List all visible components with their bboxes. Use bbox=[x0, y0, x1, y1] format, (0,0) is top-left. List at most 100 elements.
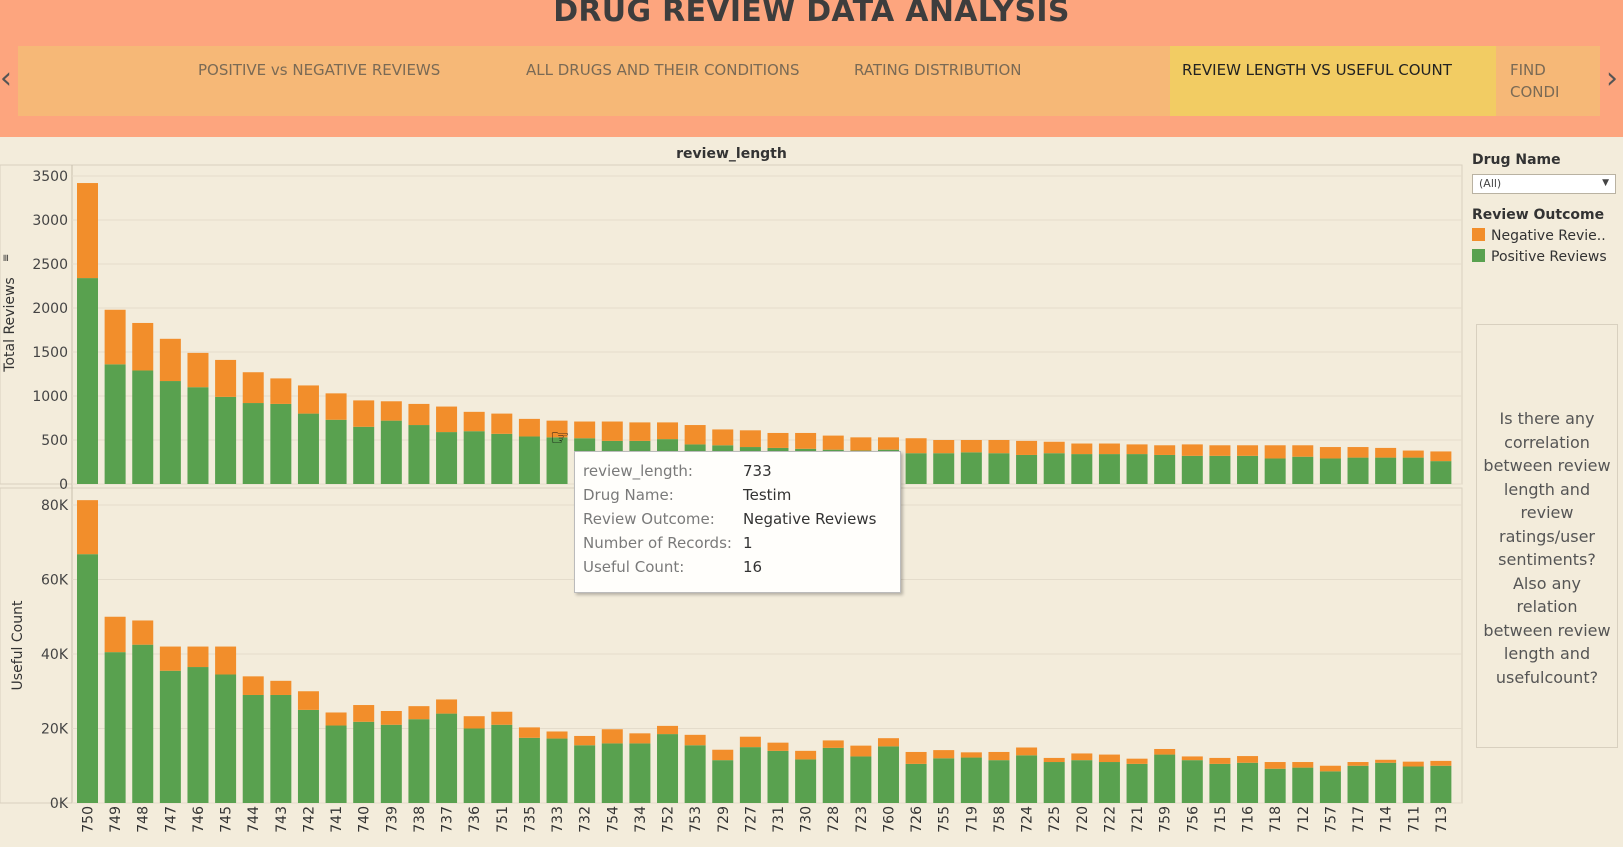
bar-positive bbox=[960, 757, 982, 803]
bar-positive bbox=[491, 724, 513, 803]
bar-negative bbox=[1209, 757, 1231, 764]
tab-find-conditions[interactable]: FIND CONDI bbox=[1498, 46, 1600, 116]
bar-negative bbox=[1347, 762, 1369, 766]
legend-item-negative[interactable]: Negative Revie.. bbox=[1472, 228, 1606, 244]
bar-positive bbox=[297, 413, 319, 484]
x-tick-label: 736 bbox=[467, 806, 483, 833]
bar-negative bbox=[1264, 445, 1286, 459]
bar-negative bbox=[187, 646, 209, 668]
tooltip-key: review_length: bbox=[583, 462, 693, 480]
bar-positive bbox=[1016, 755, 1038, 803]
x-tick-label: 739 bbox=[384, 806, 400, 833]
bar-negative bbox=[877, 437, 899, 450]
bar-positive bbox=[1237, 762, 1259, 803]
bar-negative bbox=[242, 676, 264, 695]
legend-title: Review Outcome bbox=[1472, 207, 1605, 223]
bar-negative bbox=[104, 309, 126, 365]
bar-negative bbox=[1043, 441, 1065, 454]
bar-positive bbox=[1181, 455, 1203, 484]
bar-negative bbox=[491, 413, 513, 434]
bar-negative bbox=[822, 740, 844, 748]
x-tick-label: 728 bbox=[826, 806, 842, 833]
bar-positive bbox=[242, 694, 264, 803]
bar-negative bbox=[408, 706, 430, 720]
chevron-right-icon[interactable]: › bbox=[1606, 61, 1618, 96]
bar-negative bbox=[1071, 753, 1093, 761]
bar-positive bbox=[546, 738, 568, 803]
bar-positive bbox=[1402, 457, 1424, 484]
bar-negative bbox=[657, 422, 679, 440]
x-tick-label: 727 bbox=[743, 806, 759, 833]
x-tick-label: 712 bbox=[1296, 806, 1312, 833]
bar-negative bbox=[988, 440, 1010, 454]
bar-negative bbox=[739, 736, 761, 748]
bar-negative bbox=[1430, 760, 1452, 766]
bar-positive bbox=[795, 759, 817, 803]
legend-label-negative: Negative Revie.. bbox=[1491, 228, 1606, 244]
x-tick-label: 743 bbox=[274, 806, 290, 833]
bar-positive bbox=[1402, 766, 1424, 803]
x-tick-label: 737 bbox=[440, 806, 456, 833]
drug-name-value: (All) bbox=[1479, 177, 1502, 190]
bar-positive bbox=[1375, 457, 1397, 484]
bar-positive bbox=[822, 747, 844, 803]
analysis-note-box: Is there any correlation between review … bbox=[1476, 324, 1618, 748]
bar-positive bbox=[215, 674, 237, 803]
bar-negative bbox=[1292, 445, 1314, 457]
bar-positive bbox=[1209, 455, 1231, 484]
bar-negative bbox=[629, 733, 651, 744]
x-tick-label: 755 bbox=[937, 806, 953, 833]
bar-negative bbox=[601, 421, 623, 441]
x-tick-label: 759 bbox=[1158, 806, 1174, 833]
bar-positive bbox=[1098, 762, 1120, 803]
bar-positive bbox=[353, 721, 375, 803]
tab-blank[interactable] bbox=[18, 46, 184, 116]
drug-name-dropdown[interactable]: (All) ▼ bbox=[1472, 174, 1616, 194]
bar-positive bbox=[1154, 754, 1176, 803]
x-tick-label: 732 bbox=[578, 806, 594, 833]
analysis-note-text: Is there any correlation between review … bbox=[1483, 409, 1611, 687]
x-tick-label: 714 bbox=[1379, 806, 1395, 833]
hand-pointer-icon: ☞ bbox=[550, 426, 570, 451]
legend-item-positive[interactable]: Positive Reviews bbox=[1472, 249, 1607, 265]
x-tick-label: 735 bbox=[522, 806, 538, 833]
bar-negative bbox=[104, 616, 126, 653]
bar-negative bbox=[905, 438, 927, 454]
bar-positive bbox=[905, 453, 927, 484]
bar-positive bbox=[325, 419, 347, 484]
tab-positive-vs-negative[interactable]: POSITIVE vs NEGATIVE REVIEWS bbox=[186, 46, 512, 116]
tooltip: review_length: 733 Drug Name: Testim Rev… bbox=[574, 451, 901, 593]
bar-negative bbox=[215, 359, 237, 397]
tab-rating-distribution[interactable]: RATING DISTRIBUTION bbox=[842, 46, 1168, 116]
bar-positive bbox=[1016, 454, 1038, 484]
tab-review-length-vs-useful-count[interactable]: REVIEW LENGTH VS USEFUL COUNT bbox=[1170, 46, 1496, 116]
tooltip-value: 16 bbox=[743, 558, 763, 576]
bar-positive bbox=[463, 431, 485, 484]
bar-negative bbox=[1043, 757, 1065, 763]
bar-negative bbox=[325, 712, 347, 726]
y-tick-label: 60K bbox=[41, 573, 69, 589]
x-tick-label: 715 bbox=[1213, 806, 1229, 833]
bar-negative bbox=[380, 401, 402, 421]
x-tick-label: 749 bbox=[108, 806, 124, 833]
chevron-left-icon[interactable]: ‹ bbox=[0, 61, 12, 96]
bar-negative bbox=[574, 421, 596, 439]
x-tick-label: 747 bbox=[163, 806, 179, 833]
x-tick-label: 750 bbox=[81, 806, 97, 833]
bar-negative bbox=[1126, 444, 1148, 455]
bar-negative bbox=[518, 418, 540, 437]
bar-negative bbox=[601, 729, 623, 744]
bar-positive bbox=[77, 554, 98, 803]
bar-negative bbox=[850, 745, 872, 757]
tooltip-key: Useful Count: bbox=[583, 558, 685, 576]
bar-positive bbox=[297, 709, 319, 803]
bar-negative bbox=[408, 403, 430, 426]
tooltip-value: Testim bbox=[743, 486, 792, 504]
bar-negative bbox=[1154, 748, 1176, 755]
tooltip-value: Negative Reviews bbox=[743, 510, 877, 528]
bar-negative bbox=[297, 691, 319, 710]
bar-positive bbox=[104, 652, 126, 803]
bar-positive bbox=[546, 437, 568, 484]
column-title: review_length bbox=[676, 146, 787, 162]
tab-drugs-conditions[interactable]: ALL DRUGS AND THEIR CONDITIONS bbox=[514, 46, 840, 116]
